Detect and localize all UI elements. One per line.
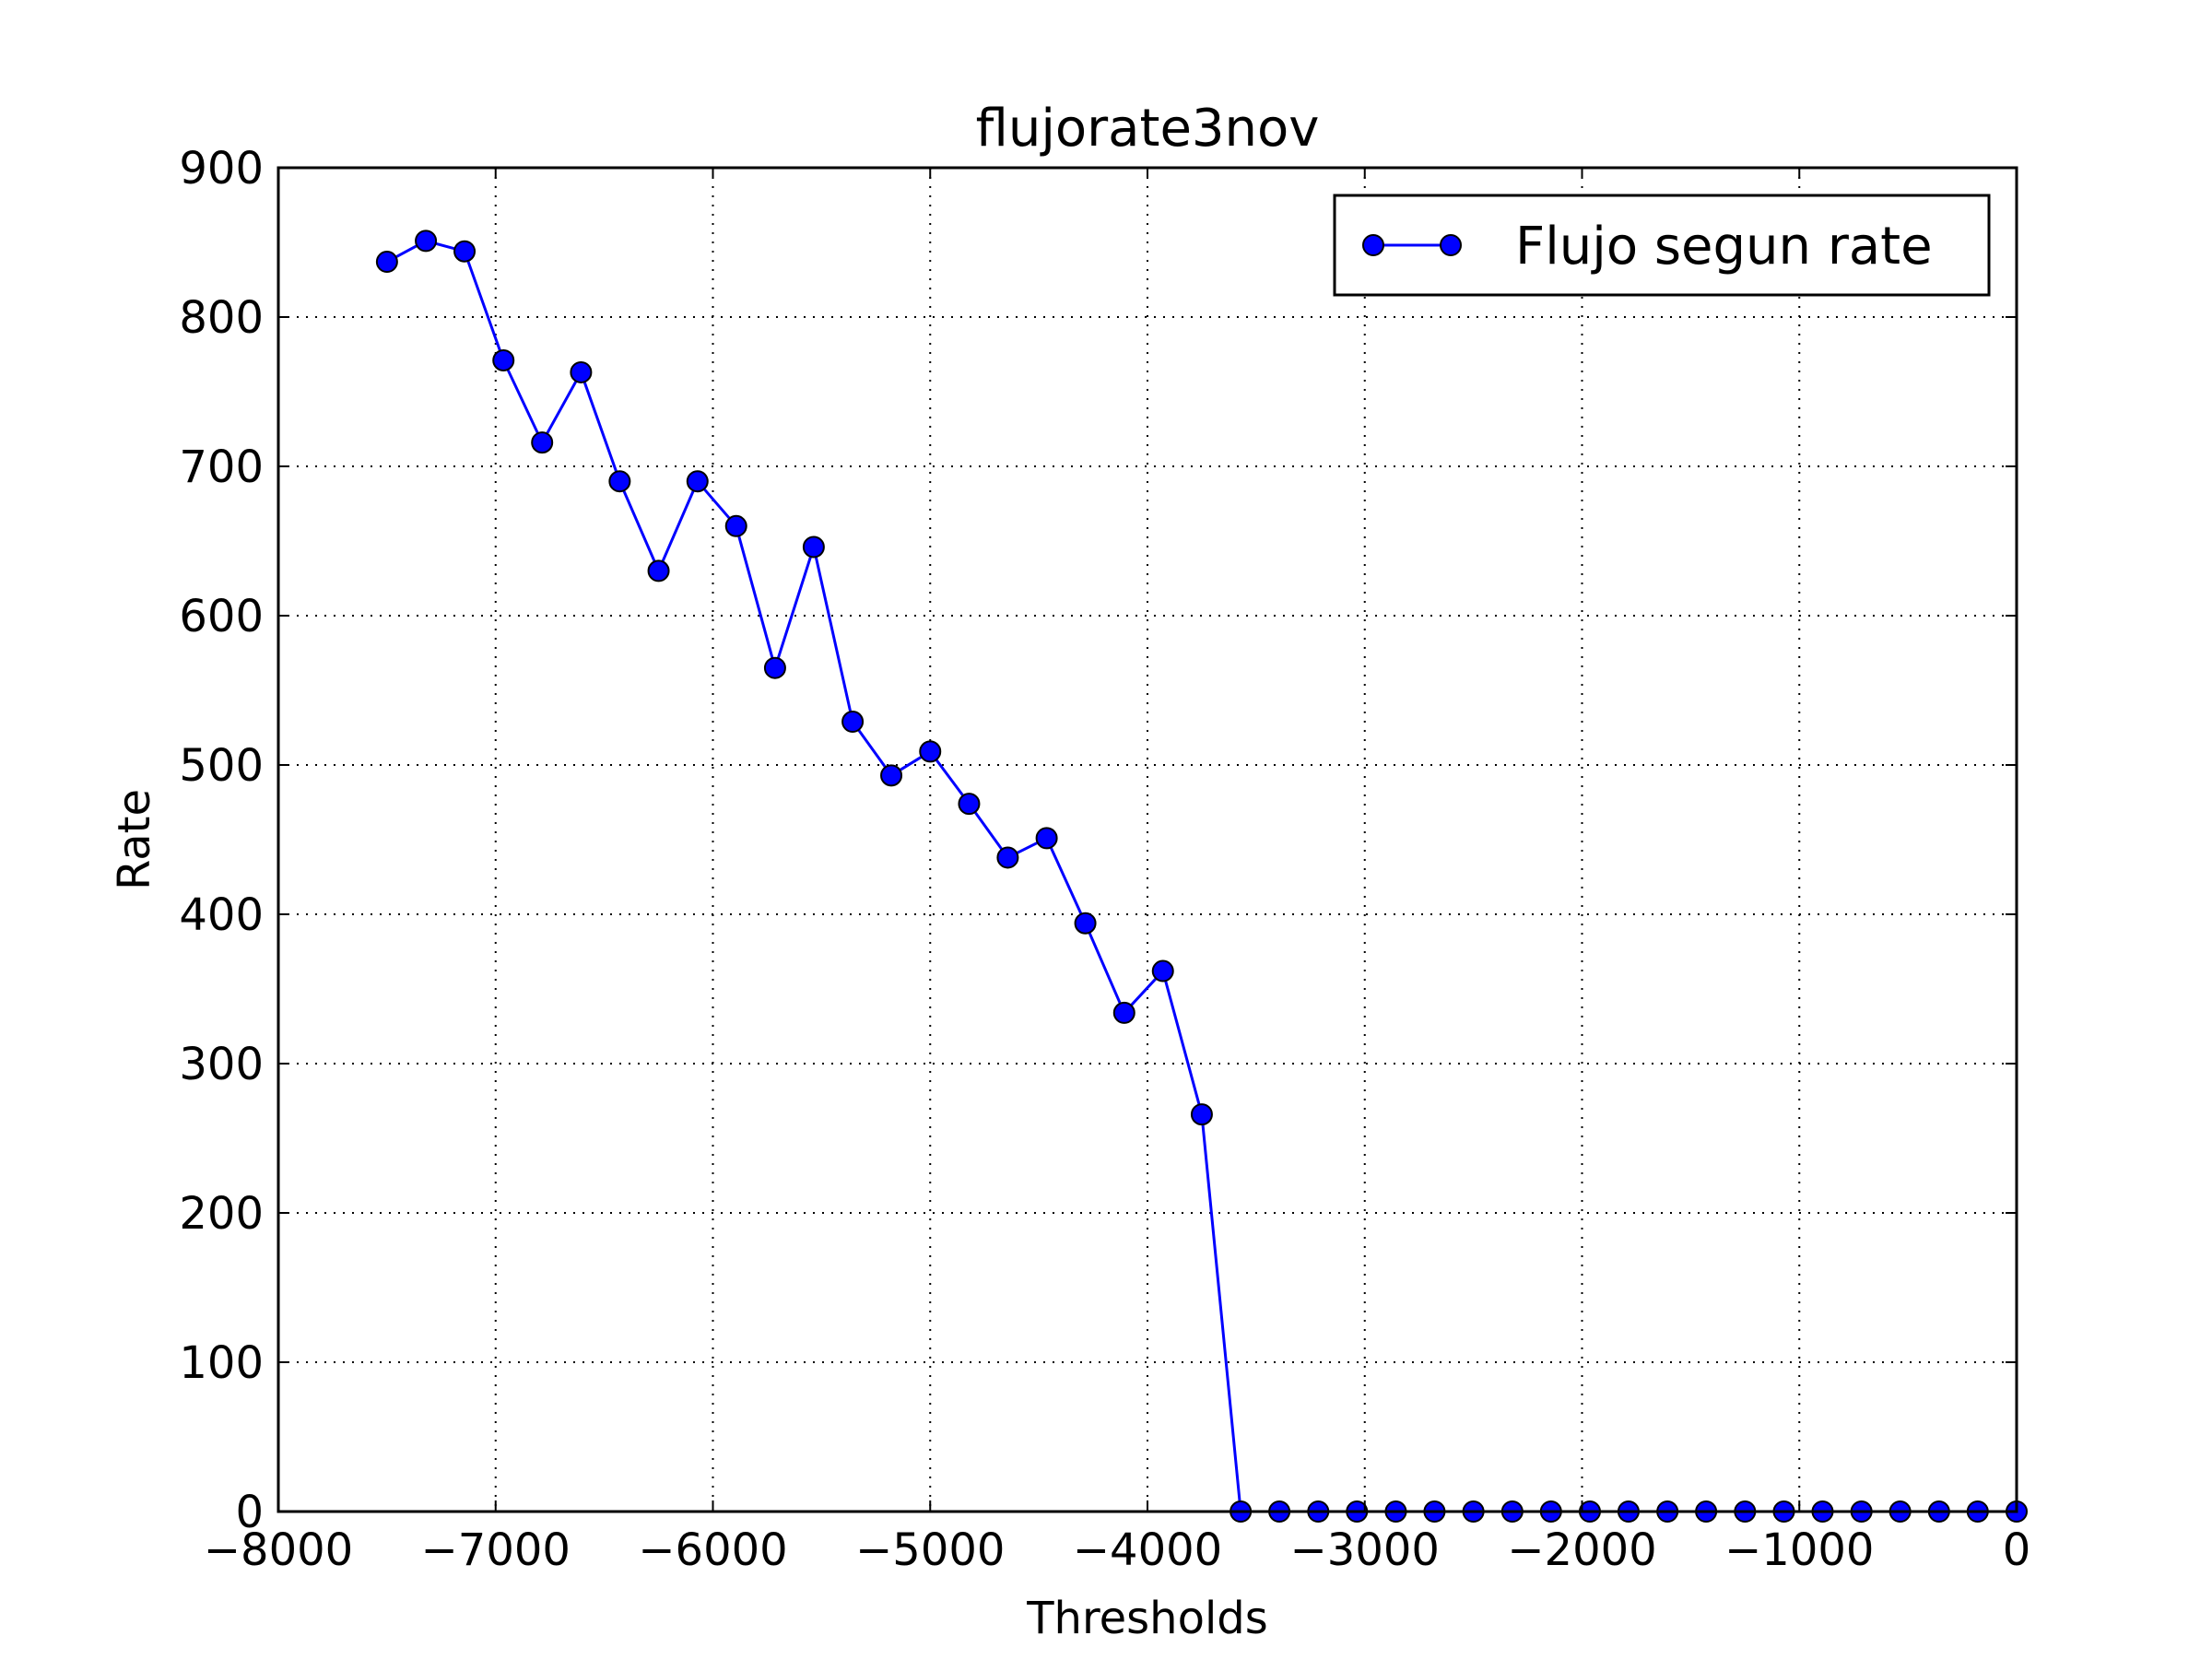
- y-tick-label: 700: [179, 441, 264, 493]
- x-tick-label: −5000: [855, 1524, 1005, 1576]
- data-point: [647, 559, 670, 582]
- data-point: [531, 431, 554, 454]
- data-point: [570, 360, 593, 383]
- data-point: [375, 251, 398, 274]
- data-point: [1035, 827, 1058, 850]
- legend-label: Flujo segun rate: [1515, 217, 1933, 276]
- grid-lines: [278, 168, 2017, 1512]
- y-tick-label: 200: [179, 1188, 264, 1240]
- x-tick-label: −1000: [1724, 1524, 1874, 1576]
- legend-marker: [1440, 234, 1462, 256]
- x-tick-label: −7000: [421, 1524, 571, 1576]
- y-tick-label: 600: [179, 591, 264, 642]
- chart-title: flujorate3nov: [976, 99, 1320, 159]
- data-point: [415, 229, 438, 253]
- x-tick-label: −2000: [1507, 1524, 1656, 1576]
- y-tick-label: 400: [179, 889, 264, 941]
- x-tick-label: −6000: [638, 1524, 787, 1576]
- data-point: [686, 470, 709, 493]
- data-point: [1074, 912, 1097, 935]
- data-point: [608, 470, 631, 493]
- legend-marker: [1362, 234, 1384, 256]
- y-tick-label: 900: [179, 143, 264, 194]
- data-point: [919, 740, 942, 763]
- data-point: [492, 348, 515, 371]
- data-point: [724, 514, 747, 537]
- data-point: [1151, 959, 1174, 982]
- y-tick-label: 100: [179, 1337, 264, 1389]
- data-point: [880, 764, 903, 787]
- x-tick-label: −3000: [1290, 1524, 1440, 1576]
- data-point: [958, 793, 981, 816]
- data-point: [453, 240, 477, 263]
- axis-ticks: −8000 −7000 −6000 −5000 −4000 −3000 −2000 −1000…: [179, 143, 2030, 1576]
- y-tick-label: 0: [235, 1487, 264, 1538]
- data-point: [996, 846, 1019, 869]
- data-point: [763, 656, 786, 679]
- y-tick-label: 500: [179, 740, 264, 792]
- x-tick-label: −4000: [1073, 1524, 1222, 1576]
- y-tick-label: 300: [179, 1039, 264, 1090]
- x-axis-label: Thresholds: [1026, 1593, 1268, 1644]
- data-point: [841, 711, 865, 734]
- data-point: [1112, 1001, 1135, 1024]
- data-point: [802, 535, 825, 559]
- y-axis-label: Rate: [109, 789, 160, 890]
- x-tick-label: 0: [2003, 1524, 2031, 1576]
- y-tick-label: 800: [179, 292, 264, 344]
- legend: Flujo segun rate: [1333, 194, 1991, 297]
- data-point: [1190, 1103, 1213, 1126]
- x-tick-label: −8000: [204, 1524, 353, 1576]
